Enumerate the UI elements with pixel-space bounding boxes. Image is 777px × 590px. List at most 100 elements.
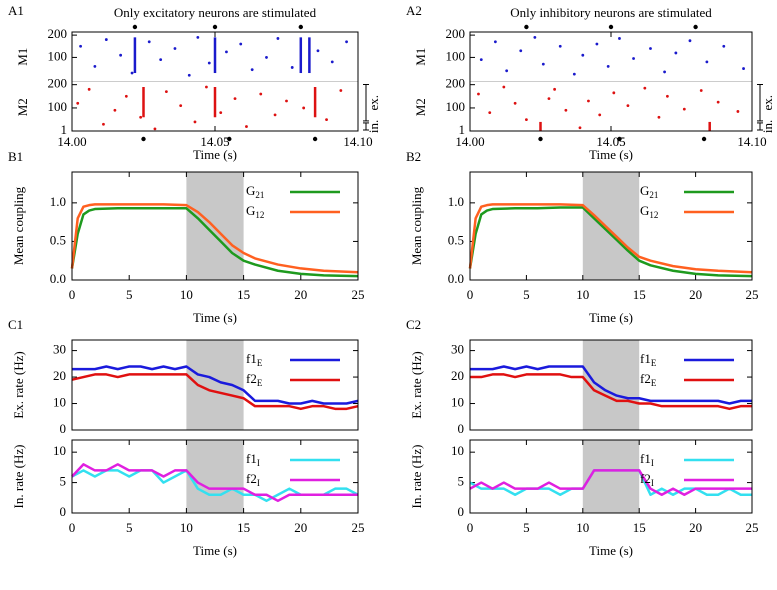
x-tick-label: 25 bbox=[746, 287, 759, 302]
legend-name: f1 bbox=[246, 351, 257, 366]
legend-label: f2I bbox=[640, 471, 654, 488]
y-axis-label: Ex. rate (Hz) bbox=[11, 351, 26, 419]
y-tick-label: 0.0 bbox=[448, 271, 464, 286]
series-line bbox=[72, 365, 359, 405]
legend-name: G bbox=[640, 183, 649, 198]
spike bbox=[273, 113, 277, 117]
y-tick-label: 1 bbox=[61, 122, 68, 137]
spike bbox=[316, 49, 320, 53]
spike bbox=[119, 53, 123, 57]
x-tick-label: 15 bbox=[633, 520, 646, 535]
x-tick-label: 14.10 bbox=[737, 134, 766, 149]
x-tick-label: 5 bbox=[523, 287, 530, 302]
legend-label: f2E bbox=[246, 371, 263, 388]
spike bbox=[225, 50, 228, 54]
y-tick-label: 20 bbox=[53, 368, 66, 383]
spike bbox=[649, 47, 652, 50]
y-tick-label: 0.5 bbox=[50, 232, 66, 247]
legend-subscript: I bbox=[651, 458, 654, 468]
spike bbox=[233, 97, 237, 101]
spike bbox=[541, 62, 545, 66]
y-tick-label: 0.5 bbox=[448, 232, 464, 247]
marker bbox=[617, 136, 622, 142]
series-line bbox=[469, 469, 752, 496]
y-axis-label: In. rate (Hz) bbox=[409, 445, 424, 509]
spike bbox=[345, 40, 348, 44]
shaded-region bbox=[582, 172, 640, 280]
chart-title: Only inhibitory neurons are stimulated bbox=[510, 5, 712, 20]
spike bbox=[285, 99, 288, 103]
legend-name: G bbox=[640, 203, 649, 218]
x-axis-label: Time (s) bbox=[193, 310, 237, 325]
y-tick-label: 5 bbox=[60, 474, 67, 489]
x-tick-label: 14.00 bbox=[455, 134, 484, 149]
legend-label: f1E bbox=[640, 351, 657, 368]
legend-label: f1I bbox=[246, 451, 260, 468]
x-axis-label: Time (s) bbox=[193, 147, 237, 162]
spike bbox=[493, 40, 497, 44]
legend-name: f2 bbox=[246, 471, 257, 486]
spike bbox=[339, 89, 343, 92]
legend-label: G12 bbox=[640, 203, 658, 220]
spike bbox=[102, 122, 105, 126]
spike bbox=[553, 87, 556, 91]
panel-label: A1 bbox=[8, 3, 24, 18]
spike bbox=[612, 91, 616, 95]
frame bbox=[469, 439, 753, 514]
spike bbox=[705, 60, 709, 64]
y-tick-label: 10 bbox=[53, 443, 66, 458]
legend-name: G bbox=[246, 203, 255, 218]
spike bbox=[657, 115, 661, 119]
series-line bbox=[71, 373, 359, 411]
spike bbox=[290, 66, 294, 69]
bracket-label: ex. bbox=[760, 95, 775, 111]
x-tick-label: 20 bbox=[294, 287, 307, 302]
y-tick-label: 0 bbox=[458, 421, 465, 436]
legend-name: f1 bbox=[246, 451, 257, 466]
frame bbox=[71, 171, 359, 281]
spike bbox=[699, 89, 703, 92]
spike bbox=[147, 40, 151, 44]
spike bbox=[164, 90, 168, 94]
spike bbox=[598, 113, 602, 117]
spike bbox=[587, 99, 590, 103]
series-line bbox=[470, 365, 752, 405]
x-tick-label: 14.00 bbox=[57, 134, 86, 149]
frame bbox=[71, 339, 359, 431]
series-line bbox=[70, 207, 359, 278]
x-tick-label: 10 bbox=[576, 520, 589, 535]
y-tick-label: 1.0 bbox=[50, 194, 66, 209]
spike bbox=[193, 120, 197, 124]
spike bbox=[330, 60, 334, 64]
frame bbox=[469, 339, 753, 431]
x-tick-label: 20 bbox=[294, 520, 307, 535]
legend-subscript: 21 bbox=[649, 190, 658, 200]
marker bbox=[298, 24, 303, 30]
population-label: M1 bbox=[413, 48, 428, 66]
panel-label: B2 bbox=[406, 149, 421, 164]
y-tick-label: 0.0 bbox=[50, 271, 66, 286]
marker bbox=[524, 24, 529, 30]
x-tick-label: 14.05 bbox=[596, 134, 625, 149]
x-tick-label: 0 bbox=[467, 520, 474, 535]
spike bbox=[618, 37, 621, 40]
spike bbox=[76, 101, 80, 105]
panel-label: B1 bbox=[8, 149, 23, 164]
spike bbox=[533, 35, 537, 39]
frame bbox=[71, 439, 359, 514]
spike bbox=[276, 37, 280, 40]
spike bbox=[572, 72, 576, 76]
x-tick-label: 14.10 bbox=[343, 134, 372, 149]
x-axis-label: Time (s) bbox=[589, 543, 633, 558]
x-tick-label: 5 bbox=[126, 520, 133, 535]
legend-name: f1 bbox=[640, 451, 651, 466]
marker bbox=[693, 24, 698, 30]
panel-label: A2 bbox=[406, 3, 422, 18]
spike bbox=[477, 92, 480, 96]
spike bbox=[547, 97, 551, 101]
legend-name: G bbox=[246, 183, 255, 198]
x-tick-label: 0 bbox=[467, 287, 474, 302]
y-tick-label: 1.0 bbox=[448, 194, 464, 209]
y-tick-label: 0 bbox=[60, 504, 67, 519]
legend-subscript: 12 bbox=[649, 210, 658, 220]
